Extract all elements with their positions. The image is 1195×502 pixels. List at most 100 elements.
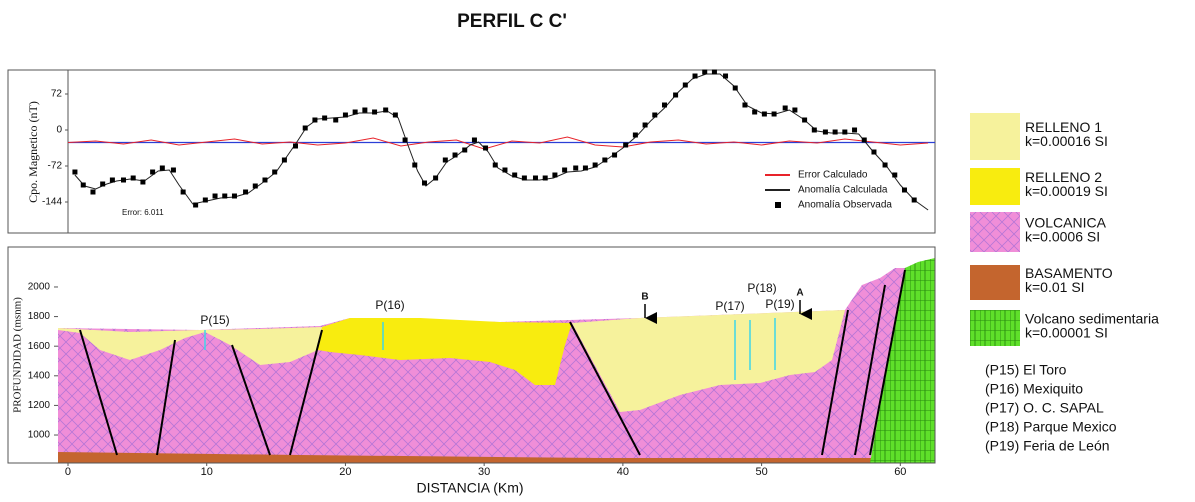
data-point — [612, 153, 617, 158]
data-point — [712, 70, 717, 75]
data-point — [852, 128, 857, 133]
legend-label: Error Calculado — [798, 170, 868, 181]
x-tick-label: 30 — [478, 466, 490, 478]
data-point — [883, 163, 888, 168]
data-point — [322, 116, 327, 121]
data-point — [293, 144, 298, 149]
data-point — [433, 176, 438, 181]
data-point — [303, 126, 308, 131]
data-point — [121, 178, 126, 183]
data-point — [243, 190, 248, 195]
well-label: P(16) — [375, 298, 404, 312]
data-point — [262, 178, 267, 183]
well-name: (P19) Feria de León — [985, 438, 1110, 454]
data-point — [483, 146, 488, 151]
point-label: B — [641, 292, 648, 303]
well-label: P(19) — [765, 297, 794, 311]
y-tick-label: 72 — [51, 89, 63, 100]
y-tick-label: 1800 — [28, 311, 51, 322]
well-name: (P15) El Toro — [985, 362, 1067, 378]
data-point — [892, 173, 897, 178]
page: PERFIL C C' Cpo. Magnetico (nT) Error: 6… — [0, 0, 1195, 502]
data-point — [181, 190, 186, 195]
data-point — [593, 163, 598, 168]
data-point — [762, 112, 767, 117]
data-point — [81, 183, 86, 188]
data-point — [871, 150, 876, 155]
well-label: P(15) — [200, 313, 229, 327]
legend-label: Anomalía Calculada — [798, 185, 888, 196]
well-name: (P18) Parque Mexico — [985, 419, 1117, 435]
data-point — [272, 170, 277, 175]
data-point — [160, 166, 165, 171]
data-point — [823, 130, 828, 135]
y-axis-label: Cpo. Magnetico (nT) — [26, 101, 40, 203]
y-tick-label: -72 — [48, 161, 63, 172]
data-point — [90, 190, 95, 195]
x-axis-label: DISTANCIA (Km) — [416, 480, 523, 496]
y-tick-label: 1400 — [28, 370, 51, 381]
data-point — [72, 170, 77, 175]
data-point — [862, 138, 867, 143]
data-point — [353, 110, 358, 115]
legend-swatch — [970, 113, 1020, 160]
well-name: (P16) Mexiquito — [985, 381, 1083, 397]
well-name: (P17) O. C. SAPAL — [985, 400, 1104, 416]
y-tick-label: 1200 — [28, 400, 51, 411]
data-point — [383, 108, 388, 113]
data-point — [453, 153, 458, 158]
wells-list: (P15) El Toro (P16) Mexiquito (P17) O. C. … — [985, 362, 1117, 454]
well-label: P(17) — [715, 299, 744, 313]
data-point — [533, 176, 538, 181]
data-point — [562, 168, 567, 173]
data-point — [372, 110, 377, 115]
data-point — [362, 108, 367, 113]
data-point — [493, 163, 498, 168]
legend-swatch — [970, 168, 1020, 205]
unit-k: k=0.0006 SI — [1025, 229, 1100, 245]
data-point — [412, 163, 417, 168]
data-point — [403, 138, 408, 143]
x-tick-label: 10 — [201, 466, 213, 478]
data-point — [833, 130, 838, 135]
data-point — [203, 198, 208, 203]
legend-label: Anomalía Observada — [798, 200, 892, 211]
data-point — [522, 176, 527, 181]
data-point — [393, 113, 398, 118]
data-point — [742, 103, 747, 108]
data-point — [733, 86, 738, 91]
data-point — [912, 198, 917, 203]
data-point — [222, 194, 227, 199]
data-point — [772, 112, 777, 117]
y-tick-label: 1600 — [28, 341, 51, 352]
data-point — [443, 158, 448, 163]
legend-swatch — [970, 265, 1020, 300]
data-point — [633, 133, 638, 138]
x-tick-label: 20 — [339, 466, 351, 478]
data-point — [573, 166, 578, 171]
unit-k: k=0.00019 SI — [1025, 183, 1108, 199]
point-label: A — [796, 288, 803, 299]
data-point — [792, 108, 797, 113]
data-point — [752, 110, 757, 115]
annotation: Error: 6.011 — [122, 208, 164, 217]
data-point — [702, 70, 707, 75]
data-point — [662, 103, 667, 108]
data-point — [783, 106, 788, 111]
cross-section: P(15) P(16) P(17) P(18) P(19) B A — [8, 247, 935, 463]
data-point — [602, 158, 607, 163]
y-axis-label: PROFUNDIDAD (msnm) — [12, 297, 24, 413]
legend-swatch — [775, 202, 781, 208]
data-point — [802, 118, 807, 123]
data-point — [140, 180, 145, 185]
data-point — [193, 203, 198, 208]
data-point — [100, 182, 105, 187]
data-point — [543, 176, 548, 181]
y-tick-label: -144 — [42, 197, 62, 208]
legend-hatch — [970, 212, 1020, 252]
legend-hatch — [970, 310, 1020, 346]
data-point — [171, 168, 176, 173]
data-point — [623, 143, 628, 148]
x-tick-label: 60 — [894, 466, 906, 478]
data-point — [693, 74, 698, 79]
